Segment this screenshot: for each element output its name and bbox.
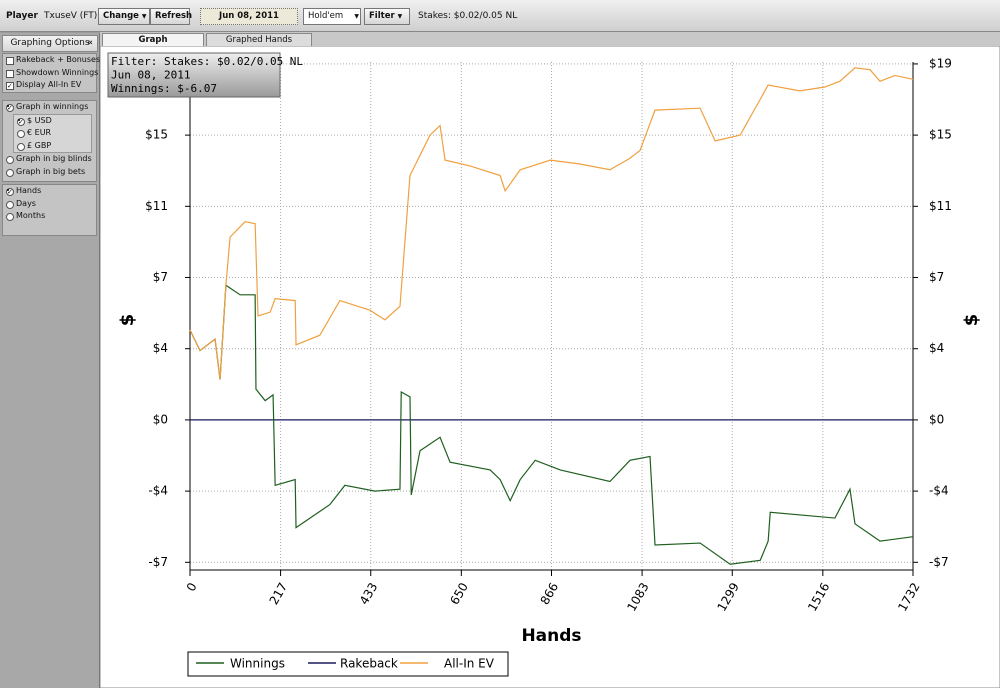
option-label: Hands <box>16 186 42 195</box>
radio-option[interactable]: Graph in big blinds <box>3 153 96 166</box>
y-tick-label: $0 <box>153 412 168 426</box>
option-label: Showdown Winnings <box>16 67 99 77</box>
x-axis-label: Hands <box>521 626 581 646</box>
option-label: $ USD <box>27 115 52 125</box>
radio-button[interactable] <box>17 117 25 126</box>
y2-tick-label: $0 <box>929 412 944 426</box>
checkbox-option[interactable]: Rakeback + Bonuses <box>3 54 100 67</box>
x-units-group: Hands Days Months <box>2 184 97 236</box>
y-axis-label: $ <box>117 314 138 327</box>
y-tick-label: -$7 <box>148 555 168 569</box>
info-line: Filter: Stakes: $0.02/0.05 NL <box>111 55 303 68</box>
y2-tick-label: $19 <box>929 56 952 70</box>
options-group: Rakeback + Bonuses Showdown Winnings Displ… <box>2 53 100 93</box>
option-label: Display All-In EV <box>16 80 82 89</box>
radio-option[interactable]: $ USD <box>14 115 91 128</box>
y2-tick-label: $4 <box>929 341 944 355</box>
date-button[interactable]: Jun 08, 2011 <box>200 8 298 25</box>
radio-option[interactable]: € EUR <box>14 127 91 140</box>
radio-option[interactable]: Graph in winnings <box>3 101 96 114</box>
radio-option[interactable]: £ GBP <box>14 140 91 153</box>
option-label: £ GBP <box>27 140 52 150</box>
game-select[interactable]: Hold'em ▼ <box>303 8 361 25</box>
radio-button[interactable] <box>17 142 25 151</box>
button-label: Filter <box>369 11 395 21</box>
sidebar-header: Graphing Options « <box>2 35 98 52</box>
chart-background <box>100 46 1000 688</box>
checkbox-option[interactable]: Showdown Winnings <box>3 67 99 80</box>
filter-button[interactable]: Filter ▼ <box>364 8 410 25</box>
change-button[interactable]: Change ▼ <box>98 8 150 25</box>
info-line: Winnings: $-6.07 <box>111 82 217 95</box>
radio-option[interactable]: Hands <box>3 185 96 198</box>
radio-button[interactable] <box>6 188 14 196</box>
option-label: Months <box>16 211 46 220</box>
legend-label: Winnings <box>230 657 285 671</box>
option-label: € EUR <box>27 128 52 137</box>
y-tick-label: -$4 <box>148 484 168 498</box>
toolbar: Player TxuseV (FT) Change ▼ Refresh Jun … <box>0 0 1000 32</box>
stakes-label: Stakes: $0.02/0.05 NL <box>418 11 518 21</box>
legend-label: Rakeback <box>340 657 398 671</box>
player-label: Player <box>6 11 38 21</box>
sidebar-title: Graphing Options <box>10 38 90 48</box>
refresh-button[interactable]: Refresh <box>150 8 192 25</box>
option-label: Graph in big bets <box>16 166 86 176</box>
option-label: Graph in big blinds <box>16 154 92 163</box>
tab[interactable]: Graphed Hands <box>206 33 312 46</box>
y-tick-label: $11 <box>145 199 168 213</box>
y2-tick-label: $15 <box>929 128 952 142</box>
sidebar: Graphing Options « Rakeback + Bonuses Sho… <box>0 33 100 688</box>
info-line: Jun 08, 2011 <box>111 69 190 82</box>
y-tick-label: $7 <box>153 270 168 284</box>
checkbox-option[interactable]: Display All-In EV <box>3 79 96 92</box>
y-tick-label: $15 <box>145 128 168 142</box>
series-line <box>189 67 914 380</box>
game-label: Hold'em <box>308 11 344 21</box>
checkbox[interactable] <box>6 82 14 90</box>
y2-tick-label: -$4 <box>929 484 949 498</box>
graph-in-group: Graph in winnings $ USD € EUR £ GBP Graph in… <box>2 100 97 182</box>
tab-bar: Graph Graphed Hands <box>100 32 1000 46</box>
button-label: Change <box>103 11 139 21</box>
tab[interactable]: Graph <box>102 33 204 46</box>
radio-button[interactable] <box>6 156 14 164</box>
radio-option[interactable]: Graph in big bets <box>3 166 96 179</box>
checkbox[interactable] <box>6 57 14 65</box>
radio-button[interactable] <box>6 213 14 221</box>
radio-button[interactable] <box>6 168 14 177</box>
chart: -$7 -$7 -$4 -$4 $0 $0 $4 $4 $7 $7 $11 $11 $15 $15 $19 $… <box>100 46 1000 688</box>
option-label: Rakeback + Bonuses <box>16 55 101 64</box>
collapse-button[interactable]: « <box>87 38 93 48</box>
radio-button[interactable] <box>6 200 14 209</box>
series-line <box>189 284 914 565</box>
y2-tick-label: $7 <box>929 270 944 284</box>
y2-axis-label: $ <box>961 314 982 327</box>
checkbox[interactable] <box>6 69 14 78</box>
radio-option[interactable]: Months <box>3 210 96 223</box>
y2-tick-label: $11 <box>929 199 952 213</box>
radio-button[interactable] <box>17 130 25 138</box>
y-tick-label: $4 <box>153 341 168 355</box>
info-box <box>107 52 281 98</box>
player-name: TxuseV (FT) <box>44 11 98 21</box>
legend-label: All-In EV <box>444 657 495 671</box>
y2-tick-label: -$7 <box>929 555 949 569</box>
option-label: Days <box>16 198 36 208</box>
option-label: Graph in winnings <box>16 102 89 111</box>
radio-button[interactable] <box>6 104 14 112</box>
legend-box <box>187 651 509 677</box>
radio-option[interactable]: Days <box>3 198 96 211</box>
currency-group: $ USD € EUR £ GBP <box>13 113 92 153</box>
